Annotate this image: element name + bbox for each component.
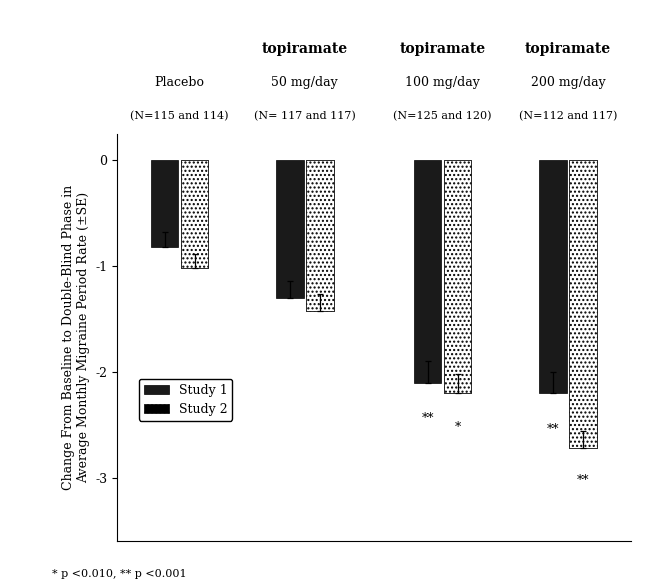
Text: **: **: [547, 423, 559, 436]
Text: * p <0.010, ** p <0.001: * p <0.010, ** p <0.001: [52, 569, 187, 579]
Text: (N=112 and 117): (N=112 and 117): [519, 111, 617, 122]
Text: **: **: [577, 474, 589, 487]
Text: 100 mg/day: 100 mg/day: [405, 76, 480, 89]
Text: *: *: [454, 421, 461, 434]
Bar: [569, 160, 597, 448]
Bar: [444, 160, 471, 393]
Bar: [569, 160, 597, 448]
Text: Placebo: Placebo: [155, 76, 205, 89]
Bar: [414, 160, 441, 382]
Text: (N=115 and 114): (N=115 and 114): [131, 111, 229, 122]
Y-axis label: Change From Baseline to Double-Blind Phase in
Average Monthly Migraine Period Ra: Change From Baseline to Double-Blind Pha…: [62, 185, 90, 490]
Legend: Study 1, Study 2: Study 1, Study 2: [138, 379, 233, 421]
Bar: [306, 160, 333, 311]
Text: topiramate: topiramate: [262, 42, 348, 56]
Text: topiramate: topiramate: [400, 42, 486, 56]
Bar: [151, 160, 178, 247]
Text: **: **: [421, 412, 434, 425]
Text: 50 mg/day: 50 mg/day: [272, 76, 338, 89]
Text: (N= 117 and 117): (N= 117 and 117): [254, 111, 356, 122]
Bar: [306, 160, 333, 311]
Bar: [181, 160, 209, 268]
Bar: [444, 160, 471, 393]
Bar: [276, 160, 304, 298]
Text: topiramate: topiramate: [525, 42, 611, 56]
Bar: [181, 160, 209, 268]
Text: (N=125 and 120): (N=125 and 120): [393, 111, 492, 122]
Text: 200 mg/day: 200 mg/day: [530, 76, 605, 89]
Bar: [539, 160, 567, 393]
